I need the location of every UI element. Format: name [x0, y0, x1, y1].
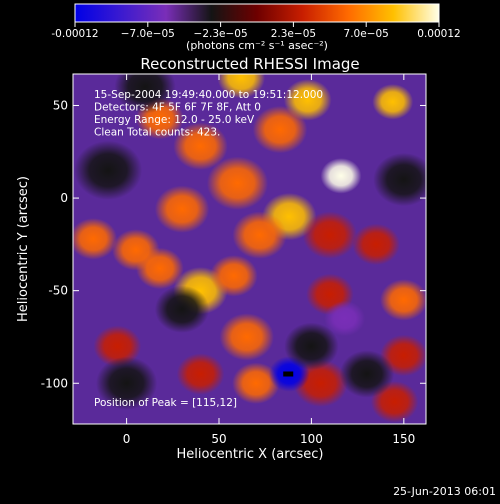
y-tick-label: -100 [41, 376, 68, 390]
emission-source [173, 122, 228, 170]
emission-source [324, 300, 366, 337]
emission-source [206, 156, 269, 210]
emission-source [373, 152, 426, 207]
emission-source [114, 74, 176, 114]
emission-source [283, 79, 332, 121]
emission-source [136, 247, 184, 290]
annotation-line: Clean Total counts: 423. [94, 127, 220, 139]
emission-source [252, 105, 308, 154]
colorbar-ticks [74, 22, 440, 27]
peak-position-label: Position of Peak = [115,12] [94, 397, 237, 409]
emission-source [209, 255, 258, 297]
emission-source [339, 350, 395, 398]
colorbar-tick-labels: -0.00012 −7.0e−05 −2.3e−05 2.3e−05 7.0e−05 0.… [51, 28, 460, 40]
emission-source [380, 279, 426, 321]
y-tick-label: 50 [53, 98, 68, 112]
emission-source [232, 362, 280, 404]
emission-source [284, 322, 339, 370]
heatmap-image [73, 74, 426, 424]
colorbar-tick-label: −7.0e−05 [121, 28, 175, 40]
emission-source [176, 353, 225, 395]
emission-source [217, 74, 265, 99]
annotation-line: Detectors: 4F 5F 6F 7F 8F, Att 0 [94, 102, 261, 114]
emission-source [74, 140, 143, 200]
annotation-block: 15-Sep-2004 19:49:40.000 to 19:51:12.000… [94, 89, 323, 139]
emission-source [93, 325, 142, 367]
x-tick-label: 100 [300, 432, 323, 446]
emission-source [352, 223, 400, 266]
emission-source [73, 218, 118, 260]
colorbar-tick-label: 7.0e−05 [344, 28, 389, 40]
y-axis-label: Heliocentric Y (arcsec) [16, 176, 31, 322]
chart-title: Reconstructed RHESSI Image [140, 55, 359, 73]
x-tick-label: 150 [392, 432, 415, 446]
emission-source [302, 211, 358, 259]
peak-marker [283, 371, 294, 377]
x-tick-label: 0 [123, 432, 131, 446]
annotation-line: 15-Sep-2004 19:49:40.000 to 19:51:12.000 [94, 89, 323, 101]
footer-timestamp: 25-Jun-2013 06:01 [393, 485, 496, 498]
x-axis-label: Heliocentric X (arcsec) [177, 447, 324, 462]
emission-source [219, 313, 274, 361]
x-tick-label: 50 [211, 432, 226, 446]
colorbar-tick-label: 2.3e−05 [271, 28, 316, 40]
emission-source [320, 158, 362, 194]
colorbar [74, 3, 440, 23]
emission-source [154, 285, 210, 333]
colorbar-unit-label: (photons cm⁻² s⁻¹ asec⁻²) [186, 39, 328, 52]
colorbar-tick-label: 0.00012 [417, 28, 460, 40]
y-tick-label: -50 [48, 284, 68, 298]
colorbar-tick-label: −2.3e−05 [194, 28, 248, 40]
x-axis-ticks: 0 50 100 150 [123, 74, 415, 446]
plot-frame [72, 73, 427, 425]
emission-source [154, 185, 210, 233]
colorbar-tick-label: -0.00012 [51, 28, 98, 40]
y-tick-label: 0 [60, 191, 68, 205]
annotation-line: Energy Range: 12.0 - 25.0 keV [94, 114, 255, 126]
y-axis-ticks: -100 -50 0 50 [41, 98, 426, 390]
emission-source [95, 356, 158, 410]
emission-source [372, 84, 414, 120]
emission-source [232, 211, 287, 259]
